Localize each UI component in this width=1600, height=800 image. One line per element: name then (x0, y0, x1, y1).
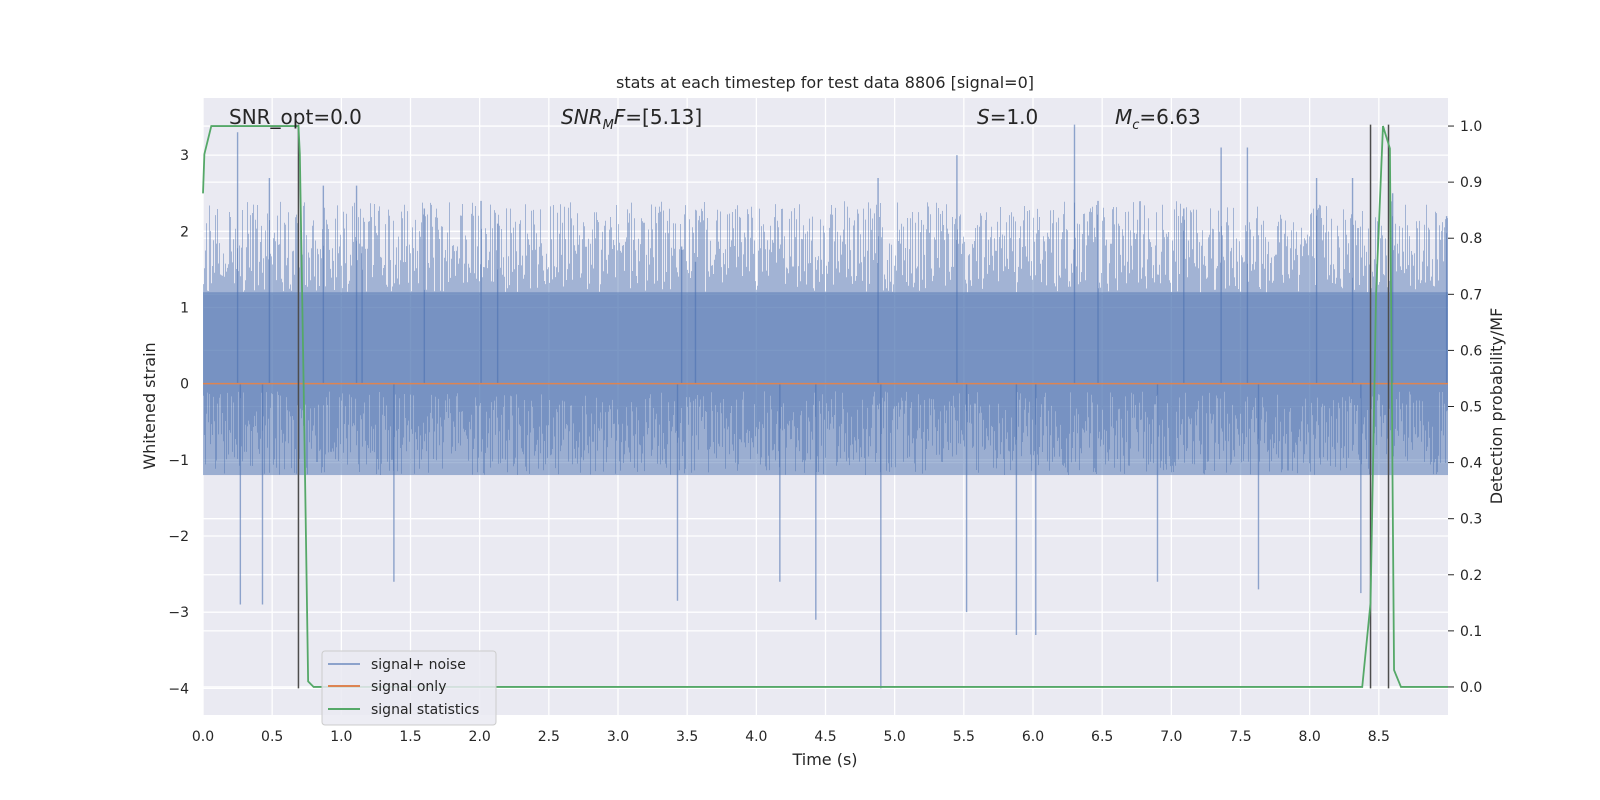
y-tick-label: −1 (168, 453, 189, 469)
x-tick-label: 7.0 (1160, 729, 1182, 745)
y2-axis-label: Detection probability/MF (1487, 308, 1506, 505)
legend-box (321, 650, 497, 726)
x-tick-label: 0.0 (192, 729, 214, 745)
y2-axis-ticks: 1.0 0.9 0.8 0.7 0.6 0.5 0.4 0.3 0.2 0.1 0.0 (1448, 119, 1482, 696)
annotation-snr-opt: SNR_opt=0.0 (229, 105, 362, 129)
y2-tick-label: 0.1 (1460, 624, 1482, 640)
x-tick-label: 4.0 (745, 729, 767, 745)
y2-tick-label: 0.6 (1460, 343, 1482, 359)
x-axis-label: Time (s) (791, 750, 857, 769)
y2-tick-label: 0.8 (1460, 231, 1482, 247)
y2-tick-label: 0.5 (1460, 400, 1482, 416)
y2-tick-label: 0.0 (1460, 680, 1482, 696)
y2-tick-label: 0.3 (1460, 512, 1482, 528)
x-tick-label: 2.5 (538, 729, 560, 745)
legend: signal+ noise signal only signal statist… (321, 650, 497, 726)
y2-tick-label: 0.4 (1460, 456, 1482, 472)
x-tick-label: 5.5 (953, 729, 975, 745)
x-tick-label: 3.5 (676, 729, 698, 745)
x-tick-label: 1.5 (399, 729, 421, 745)
y-tick-label: −3 (168, 605, 189, 621)
y-tick-label: 0 (180, 377, 189, 393)
x-tick-label: 4.5 (814, 729, 836, 745)
x-tick-label: 5.0 (884, 729, 906, 745)
y2-tick-label: 0.7 (1460, 287, 1482, 303)
x-tick-label: 2.0 (469, 729, 491, 745)
x-tick-label: 8.0 (1299, 729, 1321, 745)
x-tick-label: 1.0 (330, 729, 352, 745)
x-tick-label: 7.5 (1229, 729, 1251, 745)
y2-tick-label: 0.9 (1460, 175, 1482, 191)
y-tick-label: 1 (180, 300, 189, 316)
legend-label-signal-only: signal only (371, 679, 446, 695)
y2-tick-label: 0.2 (1460, 568, 1482, 584)
x-tick-label: 8.5 (1368, 729, 1390, 745)
x-tick-label: 0.5 (261, 729, 283, 745)
y-tick-label: 3 (180, 148, 189, 164)
x-tick-label: 6.0 (1022, 729, 1044, 745)
x-tick-label: 6.5 (1091, 729, 1113, 745)
y-tick-label: −2 (168, 529, 189, 545)
annotation-s: S=1.0 (977, 105, 1038, 129)
annotation-snr-mf: SNRMF=[5.13] (561, 105, 702, 133)
annotation-mc: Mc=6.63 (1115, 105, 1201, 133)
x-axis-ticks: 0.0 0.5 1.0 1.5 2.0 2.5 3.0 3.5 4.0 4.5 5.0 5.5 6.0 6… (192, 729, 1390, 745)
legend-label-signal-statistics: signal statistics (371, 702, 479, 718)
y2-tick-label: 1.0 (1460, 119, 1482, 135)
y-tick-label: 2 (180, 224, 189, 240)
x-tick-label: 3.0 (607, 729, 629, 745)
noise-trace (203, 201, 1448, 475)
y-axis-label: Whitened strain (140, 342, 159, 469)
y-axis-ticks: 3 2 1 0 −1 −2 −3 −4 (168, 148, 189, 697)
legend-label-signal-noise: signal+ noise (371, 657, 466, 673)
y-tick-label: −4 (168, 681, 189, 697)
chart-title: stats at each timestep for test data 880… (616, 73, 1034, 92)
